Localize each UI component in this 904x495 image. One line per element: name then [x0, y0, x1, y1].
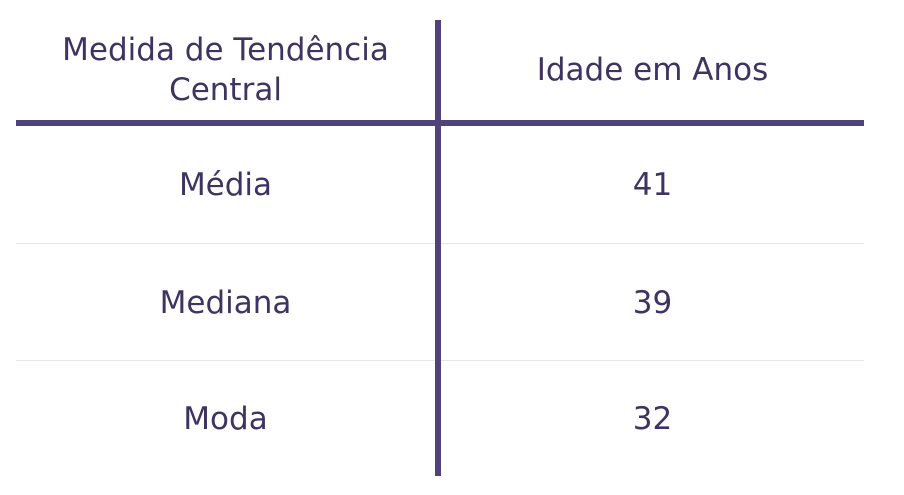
- table-row-measure: Mediana: [16, 244, 435, 361]
- statistics-table: Medida de Tendência Central Idade em Ano…: [16, 20, 864, 476]
- table-row-value: 41: [441, 126, 864, 243]
- header-measure-label: Medida de Tendência Central: [62, 30, 389, 110]
- header-age-label: Idade em Anos: [537, 50, 769, 90]
- table-row-value: 39: [441, 244, 864, 361]
- table-row-value: 32: [441, 361, 864, 476]
- measure-label: Média: [179, 167, 272, 203]
- header-age: Idade em Anos: [441, 20, 864, 120]
- measure-label: Mediana: [160, 285, 292, 321]
- age-value: 39: [633, 285, 672, 321]
- measure-label: Moda: [183, 401, 267, 437]
- header-measure: Medida de Tendência Central: [16, 20, 435, 120]
- age-value: 32: [633, 401, 672, 437]
- table-row-measure: Média: [16, 126, 435, 243]
- table-row-measure: Moda: [16, 361, 435, 476]
- age-value: 41: [633, 167, 672, 203]
- column-divider: [435, 20, 441, 476]
